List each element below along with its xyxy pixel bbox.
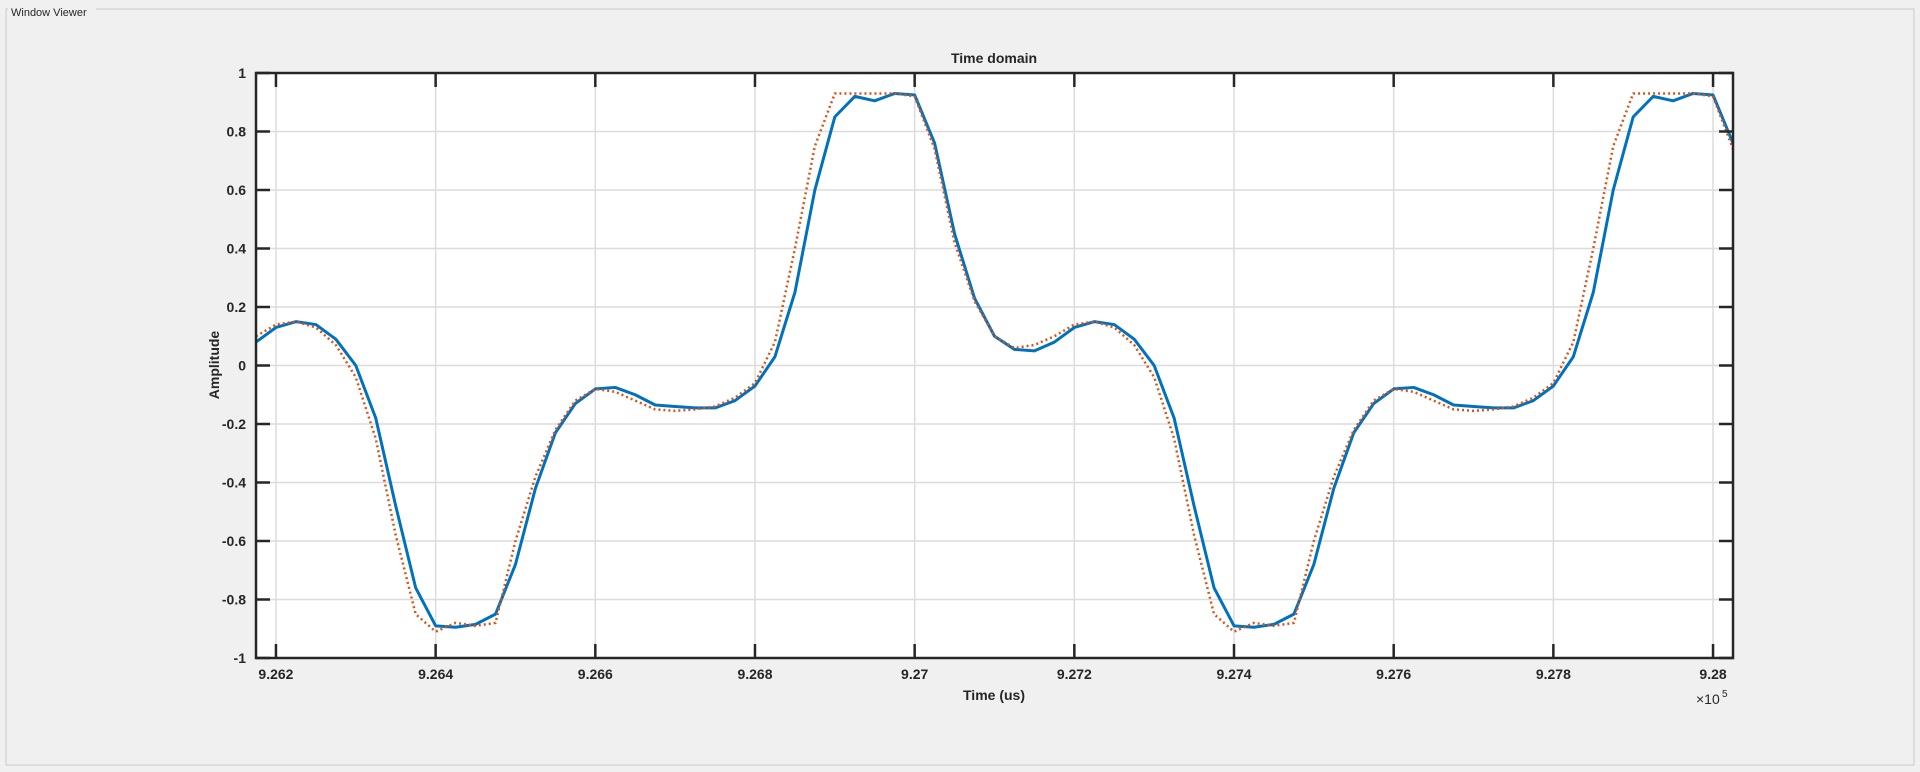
y-tick-label: -0.8 — [222, 592, 246, 608]
panel-title: Window Viewer — [11, 7, 87, 19]
y-tick-label: -1 — [234, 650, 247, 666]
y-tick-label: 0.6 — [227, 182, 247, 198]
x-tick-label: 9.274 — [1216, 666, 1251, 682]
x-tick-label: 9.264 — [418, 666, 453, 682]
y-tick-label: -0.4 — [222, 475, 246, 491]
y-tick-label: 0 — [238, 358, 246, 374]
x-axis-label: Time (us) — [963, 687, 1025, 703]
x-exponent: 5 — [1722, 689, 1728, 700]
x-tick-label: 9.28 — [1699, 666, 1726, 682]
x-tick-label: 9.268 — [737, 666, 772, 682]
y-tick-label: -0.6 — [222, 533, 246, 549]
x-tick-label: 9.276 — [1376, 666, 1411, 682]
x-tick-label: 9.27 — [901, 666, 928, 682]
x-tick-label: 9.266 — [578, 666, 613, 682]
y-tick-label: 0.4 — [227, 241, 247, 257]
lines — [255, 91, 1735, 633]
chart-title: Time domain — [951, 50, 1037, 66]
x-tick-label: 9.272 — [1057, 666, 1092, 682]
ticks: -1 -0.8 -0.6 -0.4 -0.2 0 0.2 0.4 0.6 0.8 1 9.262 9.2… — [222, 65, 1733, 682]
panel-title-bg — [8, 5, 96, 17]
y-tick-label: 0.8 — [227, 124, 247, 140]
series-line — [255, 91, 1735, 629]
y-tick-label: 0.2 — [227, 299, 247, 315]
x-tick-label: 9.278 — [1536, 666, 1571, 682]
y-tick-label: 1 — [238, 65, 246, 81]
y-axis-label: Amplitude — [206, 331, 222, 400]
x-tick-label: 9.262 — [258, 666, 293, 682]
x-exponent-base: ×10 — [1696, 691, 1720, 707]
y-tick-label: -0.2 — [222, 416, 246, 432]
